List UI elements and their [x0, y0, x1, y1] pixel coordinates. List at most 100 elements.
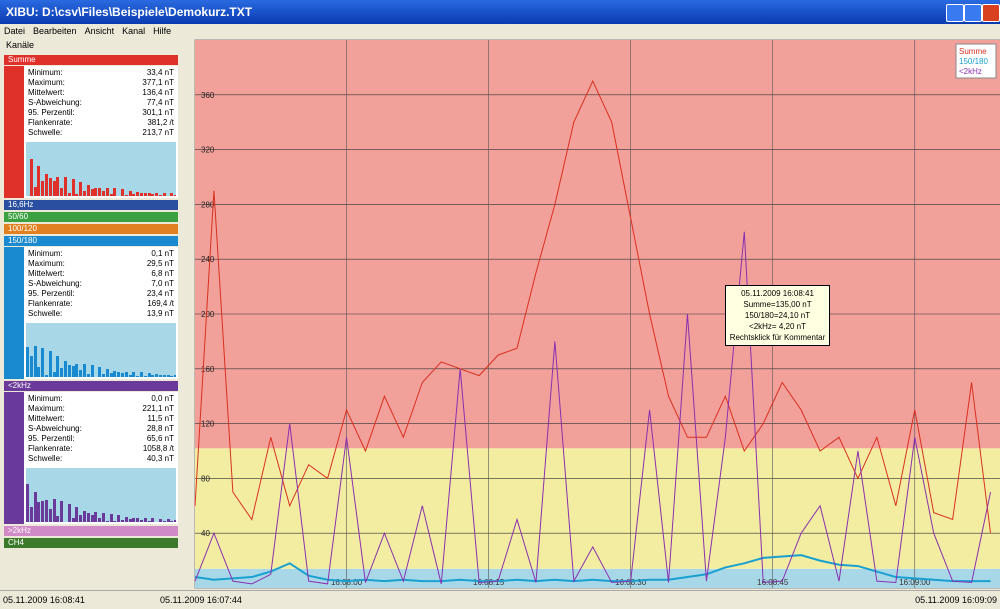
stat-label: Mittelwert: — [28, 269, 65, 278]
stat-value: 169,4 /t — [147, 299, 174, 308]
legend-entry: <2kHz — [959, 67, 982, 76]
stat-value: 23,4 nT — [146, 289, 174, 298]
stat-row: 95. Perzentil: 65,6 nT — [28, 434, 174, 444]
stat-label: 95. Perzentil: — [28, 108, 75, 117]
histogram-bar — [170, 376, 174, 377]
series-line — [194, 79, 992, 534]
stat-row: Schwelle: 40,3 nT — [28, 454, 174, 464]
histogram-bar — [41, 348, 45, 377]
y-tick-label: 240 — [201, 255, 215, 264]
histogram-bar — [143, 376, 147, 377]
histogram-bar — [151, 194, 155, 196]
histogram-bar — [86, 185, 90, 196]
channel-header[interactable]: 150/180 — [4, 236, 178, 246]
histogram-bar — [128, 191, 132, 196]
menu-item[interactable]: Ansicht — [84, 26, 115, 36]
status-bar: 05.11.2009 16:08:41 05.11.2009 16:07:44 05… — [0, 590, 1000, 609]
histogram-bar — [105, 369, 109, 377]
channel-header[interactable]: 16,6Hz — [4, 200, 178, 210]
stat-row: Schwelle: 13,9 nT — [28, 309, 174, 319]
histogram-bar — [174, 375, 176, 377]
histogram-bar — [140, 520, 143, 522]
status-field: 05.11.2009 16:09:09 — [915, 595, 997, 605]
histogram-bar — [162, 193, 166, 196]
histogram-bar — [45, 500, 48, 522]
histogram-bar — [60, 501, 64, 522]
stat-label: Schwelle: — [28, 128, 63, 137]
menu-item[interactable]: Datei — [4, 26, 26, 36]
histogram-bar — [98, 367, 102, 377]
legend-entry: 150/180 — [959, 57, 988, 66]
x-tick-label: 16:08:30 — [615, 578, 647, 587]
stat-label: Flankenrate: — [28, 299, 73, 308]
stat-value: 7,0 nT — [151, 279, 174, 288]
channel-header[interactable]: CH4 — [4, 538, 178, 548]
histogram-bar — [140, 193, 143, 196]
histogram-bar — [33, 346, 37, 377]
histogram-bar — [79, 370, 83, 377]
histogram-bar — [162, 375, 166, 377]
stat-value: 40,3 nT — [146, 454, 174, 463]
x-tick-label: 16:09:00 — [899, 578, 931, 587]
histogram-bar — [132, 518, 136, 522]
histogram-bar — [67, 193, 71, 196]
histogram-bar — [170, 193, 174, 196]
histogram-bar — [98, 188, 102, 196]
stat-value: 221,1 nT — [142, 404, 174, 413]
menu-item[interactable]: Kanal — [122, 26, 146, 36]
stat-row: S-Abweichung: 28,8 nT — [28, 424, 174, 434]
histogram-bar — [83, 191, 86, 196]
minimize-button[interactable] — [946, 4, 964, 22]
histogram-bar — [29, 507, 33, 522]
histogram-bar — [94, 188, 98, 196]
stat-row: Mittelwert: 136,4 nT — [28, 88, 174, 98]
histogram-bar — [159, 519, 162, 522]
histogram-bar — [79, 515, 83, 522]
stat-label: 95. Perzentil: — [28, 434, 75, 443]
stat-row: Maximum: 29,5 nT — [28, 259, 174, 269]
stat-row: Flankenrate: 169,4 /t — [28, 299, 174, 309]
stat-label: Mittelwert: — [28, 414, 65, 423]
histogram-bar — [174, 195, 176, 196]
stat-value: 1058,8 /t — [142, 444, 174, 453]
histogram-bar — [109, 514, 113, 522]
histogram-bar — [83, 511, 86, 522]
channel-header[interactable]: 100/120 — [4, 224, 178, 234]
channel-stats: Minimum: 0,1 nT Maximum: 29,5 nT Mittelwert:… — [4, 247, 178, 379]
histogram-bar — [113, 521, 117, 522]
y-tick-label: 200 — [201, 310, 215, 319]
histogram-bar — [147, 521, 151, 522]
histogram-bar — [60, 368, 64, 377]
histogram-bar — [109, 194, 113, 196]
series-line — [194, 231, 992, 585]
histogram-bar — [109, 373, 113, 377]
stat-value: 301,1 nT — [142, 108, 174, 117]
channel-header[interactable]: 50/60 — [4, 212, 178, 222]
histogram-bar — [121, 189, 124, 196]
channel-header[interactable]: Summe — [4, 55, 178, 65]
menu-item[interactable]: Bearbeiten — [33, 26, 77, 36]
histogram-bar — [48, 509, 52, 522]
channel-stats: Minimum: 33,4 nT Maximum: 377,1 nT Mittelwer… — [4, 66, 178, 198]
histogram-bar — [41, 501, 45, 522]
close-button[interactable] — [982, 4, 1000, 22]
channel-header[interactable]: <2kHz — [4, 381, 178, 391]
histogram-bar — [105, 188, 109, 196]
histogram-bar — [155, 374, 159, 377]
histogram-bar — [64, 361, 67, 377]
histogram-bar — [159, 195, 162, 196]
stat-value: 29,5 nT — [146, 259, 174, 268]
histogram-bar — [75, 507, 79, 522]
histogram-bar — [132, 372, 136, 377]
channel-header[interactable]: >2kHz — [4, 526, 178, 536]
stat-value: 77,4 nT — [146, 98, 174, 107]
stat-label: Maximum: — [28, 404, 65, 413]
stat-label: Maximum: — [28, 259, 65, 268]
histogram-bar — [86, 513, 90, 522]
histogram-bar — [155, 193, 159, 196]
histogram-bar — [75, 194, 79, 196]
maximize-button[interactable] — [964, 4, 982, 22]
legend-entry: Summe — [959, 47, 987, 56]
menu-item[interactable]: Hilfe — [153, 26, 172, 36]
histogram-bar — [33, 187, 37, 196]
